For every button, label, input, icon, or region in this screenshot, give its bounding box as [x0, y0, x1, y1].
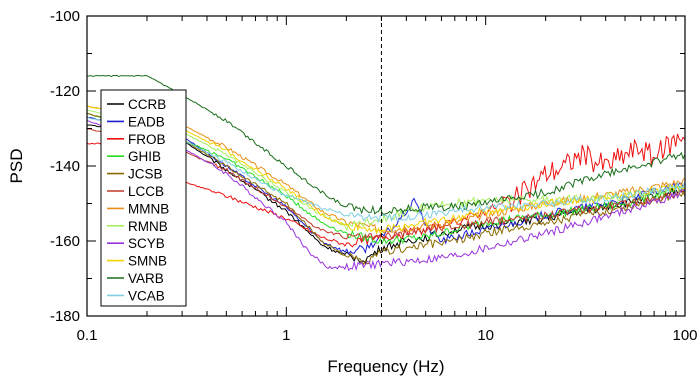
legend-label: GHIB	[128, 149, 161, 164]
series-line-lccb	[87, 128, 685, 242]
x-tick-label: 100	[672, 327, 697, 344]
legend-label: EADB	[128, 114, 165, 129]
y-tick-label: -180	[50, 308, 80, 325]
y-tick-label: -140	[50, 158, 80, 175]
legend-label: FROB	[128, 132, 166, 147]
series-line-scyb	[87, 120, 685, 272]
legend-label: SMNB	[128, 254, 167, 269]
legend-label: RMNB	[128, 219, 168, 234]
y-tick-label: -100	[50, 8, 80, 25]
x-axis-title: Frequency (Hz)	[327, 357, 444, 376]
series-line-smnb	[87, 105, 685, 235]
x-tick-label: 0.1	[77, 327, 98, 344]
legend-label: VARB	[128, 271, 164, 286]
x-tick-label: 1	[282, 327, 290, 344]
legend-label: CCRB	[128, 97, 166, 112]
series-line-frob	[87, 133, 685, 248]
legend-label: MMNB	[128, 201, 169, 216]
y-tick-label: -120	[50, 83, 80, 100]
y-tick-label: -160	[50, 233, 80, 250]
series-layer	[87, 74, 685, 272]
series-line-vcab	[87, 117, 685, 223]
y-axis-title: PSD	[7, 149, 26, 184]
legend-label: SCYB	[128, 236, 165, 251]
legend-label: JCSB	[128, 167, 163, 182]
legend-box	[100, 89, 187, 307]
axis-layer: 0.1 1 10 100 -100 -120 -140 -160 -180	[50, 8, 698, 344]
series-line-varb	[87, 74, 685, 215]
legend: CCRB EADB FROB GHIB JCSB LCCB MMNB RMNB SCYB SMNB…	[100, 89, 187, 307]
x-tick-label: 10	[477, 327, 494, 344]
legend-label: VCAB	[128, 288, 165, 303]
legend-label: LCCB	[128, 184, 164, 199]
